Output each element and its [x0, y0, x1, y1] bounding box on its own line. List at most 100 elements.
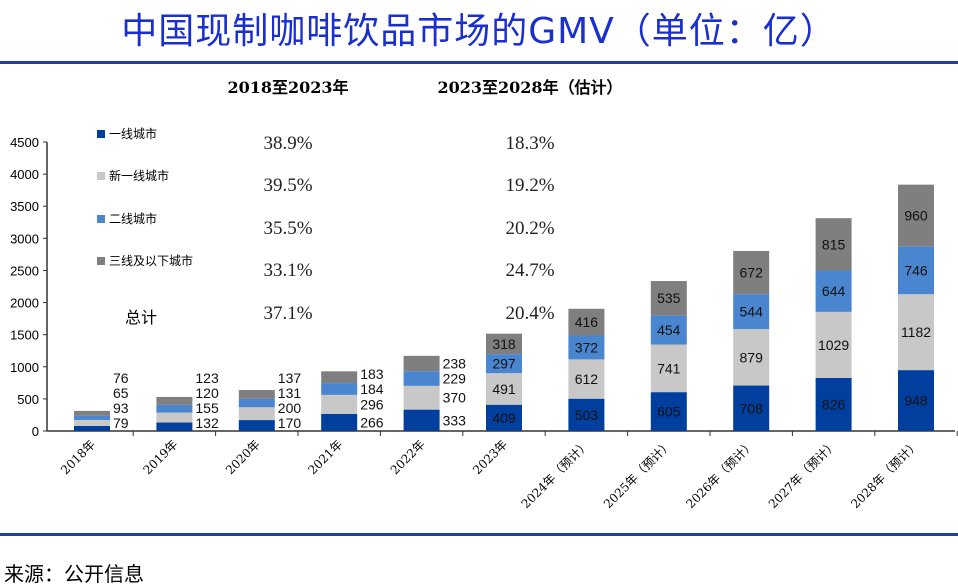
bar-segment: [815, 270, 852, 312]
bar-segment: [156, 396, 193, 405]
bar-segment: [238, 420, 275, 431]
y-tick-label: 2500: [10, 263, 39, 278]
cagr-value: 19.2%: [505, 175, 554, 196]
cagr-value: 38.9%: [263, 133, 312, 154]
x-tick-label: 2018年: [58, 437, 98, 477]
bottom-divider: [0, 533, 958, 536]
legend-swatch: [97, 215, 105, 223]
bar-segment: [898, 184, 934, 247]
cagr-value: 18.3%: [505, 133, 554, 154]
bar-segment: [156, 422, 193, 431]
y-tick-label: 1000: [10, 360, 39, 375]
data-label: 76: [113, 370, 129, 386]
legend-label: 新一线城市: [109, 168, 169, 183]
data-label: 544: [740, 304, 764, 320]
legend-swatch: [97, 130, 105, 138]
bar-segment: [74, 425, 110, 431]
data-label: 416: [575, 314, 599, 330]
bar-segment: [321, 371, 358, 384]
data-label: 184: [360, 381, 384, 397]
bar-segment: [568, 308, 605, 336]
bar-segment: [733, 385, 770, 431]
cagr-value: 24.7%: [505, 260, 554, 281]
y-tick-label: 4000: [10, 167, 39, 182]
y-tick-label: 3000: [10, 231, 39, 246]
bar-segment: [74, 419, 110, 426]
data-label: 815: [822, 236, 846, 252]
data-label: 183: [360, 366, 384, 382]
data-label: 238: [443, 355, 467, 371]
bar-segment: [486, 333, 522, 355]
bar-segment: [486, 354, 522, 374]
data-label: 229: [443, 370, 467, 386]
data-label: 120: [195, 385, 219, 401]
data-label: 948: [904, 393, 928, 409]
data-label: 454: [657, 322, 681, 338]
bar-segment: [568, 359, 605, 399]
y-tick-label: 4500: [10, 135, 39, 150]
data-label: 266: [360, 414, 384, 430]
bar-segment: [486, 404, 522, 431]
data-label: 535: [657, 290, 681, 306]
data-label: 1182: [901, 324, 931, 340]
data-label: 708: [740, 400, 764, 416]
data-label: 672: [740, 265, 764, 281]
y-tick-label: 1500: [10, 328, 39, 343]
bar-segment: [898, 370, 934, 431]
legend-label: 一线城市: [109, 126, 157, 141]
data-label: 1029: [818, 337, 849, 353]
bar-segment: [238, 390, 275, 399]
data-label: 155: [195, 400, 219, 416]
bar-segment: [486, 373, 522, 405]
data-label: 879: [740, 349, 764, 365]
y-tick-label: 500: [17, 392, 39, 407]
data-label: 741: [657, 360, 681, 376]
data-label: 318: [492, 336, 516, 352]
data-label: 333: [443, 412, 467, 428]
bar-segment: [733, 329, 770, 386]
bar-segment: [815, 311, 852, 378]
data-label: 746: [904, 262, 928, 278]
cagr-value: 20.2%: [505, 218, 554, 239]
x-tick-label: 2025年（预计）: [601, 437, 675, 511]
cagr-value: 33.1%: [263, 260, 312, 281]
data-label: 137: [278, 370, 302, 386]
x-tick-label: 2019年: [141, 437, 181, 477]
bar-segment: [321, 394, 358, 414]
data-label: 170: [278, 415, 302, 431]
bar-segment: [650, 344, 687, 393]
bar-segment: [650, 281, 687, 316]
legend-swatch: [97, 172, 105, 180]
bar-segment: [650, 392, 687, 431]
data-label: 131: [278, 385, 302, 401]
bar-segment: [156, 412, 193, 423]
data-label: 93: [113, 400, 129, 416]
data-label: 960: [904, 207, 928, 223]
bar-segment: [403, 409, 440, 431]
bar-segment: [815, 377, 852, 431]
legend-swatch: [97, 257, 105, 265]
cagr-value: 35.5%: [263, 218, 312, 239]
cagr-value: 20.4%: [505, 303, 554, 324]
cagr-value: 37.1%: [263, 303, 312, 324]
data-label: 370: [443, 390, 467, 406]
x-tick-label: 2023年: [470, 437, 510, 477]
bar-segment: [568, 335, 605, 360]
bar-segment: [238, 407, 275, 421]
bar-segment: [156, 404, 193, 413]
data-label: 372: [575, 339, 599, 355]
cagr-header: 2023至2028年（估计）: [437, 78, 622, 97]
data-label: 491: [492, 381, 516, 397]
data-label: 644: [822, 283, 846, 299]
bar-segment: [403, 355, 440, 372]
x-tick-label: 2026年（预计）: [683, 437, 757, 511]
bar-segment: [74, 415, 110, 420]
data-label: 296: [360, 396, 384, 412]
top-divider: [0, 61, 958, 64]
legend-label: 三线及以下城市: [109, 253, 193, 268]
data-label: 79: [113, 415, 129, 431]
bar-segment: [815, 218, 852, 271]
source-note: 来源：公开信息: [4, 562, 144, 586]
page-title: 中国现制咖啡饮品市场的GMV（单位：亿）: [121, 11, 837, 52]
